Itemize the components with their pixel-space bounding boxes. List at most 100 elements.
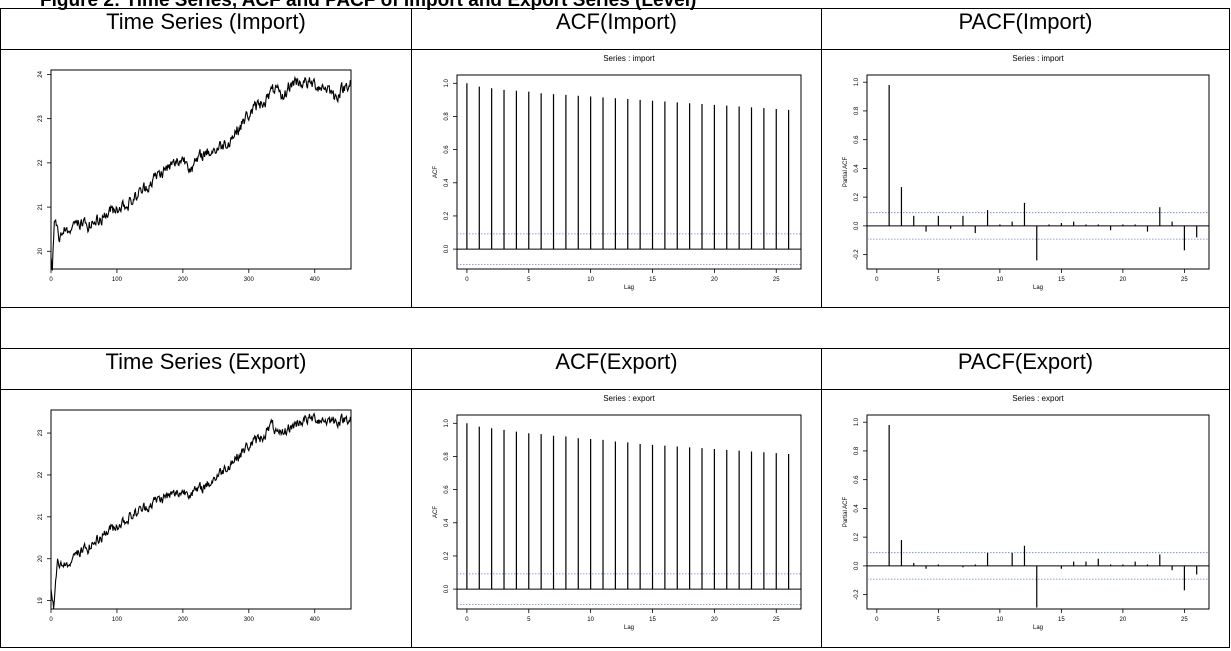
header-row-import: Time Series (Import) ACF(Import) PACF(Im… (0, 8, 1230, 50)
header-acf-export: ACF(Export) (411, 348, 822, 390)
x-axis-label: Lag (624, 285, 634, 291)
y-tick-label: 0.6 (444, 485, 450, 494)
y-tick-label: 1.0 (444, 78, 450, 87)
x-tick-label: 200 (178, 277, 189, 283)
y-tick-label: 0.4 (854, 504, 860, 513)
y-tick-label: -0.2 (854, 249, 860, 260)
y-tick-label: 23 (38, 115, 44, 122)
y-tick-label: 0.8 (444, 112, 450, 121)
plot-ts-export: 0 100 200 300 400 19 20 21 22 23 (38, 409, 352, 623)
y-tick-label: 1.0 (854, 77, 860, 86)
y-tick-label: 0.8 (444, 452, 450, 461)
x-tick-label: 100 (112, 277, 123, 283)
plot-frame (456, 74, 802, 270)
x-tick-label: 20 (711, 617, 718, 623)
x-tick-label: 0 (465, 617, 469, 623)
x-tick-label: 25 (773, 277, 780, 283)
y-tick-label: 1.0 (854, 417, 860, 426)
x-tick-label: 25 (1181, 617, 1188, 623)
x-tick-label: 0 (465, 277, 469, 283)
y-tick-label: 20 (38, 247, 44, 254)
y-tick-label: 0.0 (854, 561, 860, 570)
y-tick-label: 0.6 (854, 135, 860, 144)
plot-row-import: 0 100 200 300 400 20 21 22 23 24 Series : import 0… (0, 49, 1230, 308)
header-row-export: Time Series (Export) ACF(Export) PACF(Ex… (0, 348, 1230, 390)
plot-pacf-export: Series : export 0 5 10 15 20 25 -0.2 0.0 0.2 0.4 0.… (843, 394, 1210, 631)
y-tick-label: 0.4 (854, 164, 860, 173)
cell-acf-export: Series : export 0 5 10 15 20 25 0.0 0.2 0.4 0.6 0.8… (411, 389, 822, 648)
y-tick-label: 0.2 (444, 211, 450, 220)
plot-row-export: 0 100 200 300 400 19 20 21 22 23 Series : export 0… (0, 389, 1230, 648)
y-tick-label: -0.2 (854, 589, 860, 600)
x-tick-label: 15 (1058, 617, 1065, 623)
x-axis-label: Lag (1033, 625, 1043, 631)
y-tick-label: 21 (38, 513, 44, 520)
y-axis-label: Partial ACF (843, 496, 849, 527)
chart-title: Series : export (603, 394, 655, 403)
x-tick-label: 25 (773, 617, 780, 623)
y-tick-label: 0.0 (444, 244, 450, 253)
y-tick-label: 0.2 (444, 551, 450, 560)
x-tick-label: 300 (244, 277, 255, 283)
chart-title: Series : import (603, 54, 655, 63)
x-tick-label: 5 (527, 277, 531, 283)
x-tick-label: 0 (875, 277, 879, 283)
figure-caption-strip: Figure 2: Time Series, ACF and PACF of I… (0, 0, 1231, 10)
x-tick-label: 20 (1120, 617, 1127, 623)
y-tick-label: 0.8 (854, 446, 860, 455)
spacer-row (0, 307, 1230, 349)
plot-acf-import: Series : import 0 5 10 15 20 25 0.0 0.2 0.4 0.6 0.8… (433, 54, 802, 291)
x-tick-label: 10 (587, 617, 594, 623)
x-tick-label: 5 (937, 617, 941, 623)
x-tick-label: 200 (178, 617, 189, 623)
y-tick-label: 23 (38, 429, 44, 436)
series-line (50, 75, 352, 271)
x-tick-label: 5 (937, 277, 941, 283)
plot-frame (866, 74, 1210, 270)
x-tick-label: 10 (587, 277, 594, 283)
y-tick-label: 0.6 (854, 475, 860, 484)
y-tick-label: 21 (38, 203, 44, 210)
cell-acf-import: Series : import 0 5 10 15 20 25 0.0 0.2 0.4 0.6 0.8… (411, 49, 822, 308)
x-tick-label: 400 (310, 617, 321, 623)
y-tick-label: 19 (38, 597, 44, 604)
plot-frame (50, 409, 352, 610)
y-axis-label: Partial ACF (843, 156, 849, 187)
plot-frame (456, 414, 802, 610)
x-tick-label: 20 (711, 277, 718, 283)
header-ts-import: Time Series (Import) (0, 8, 412, 50)
plot-acf-export: Series : export 0 5 10 15 20 25 0.0 0.2 0.4 0.6 0.8… (433, 394, 802, 631)
header-acf-import: ACF(Import) (411, 8, 822, 50)
y-tick-label: 0.2 (854, 192, 860, 201)
x-tick-label: 0 (875, 617, 879, 623)
cell-ts-import: 0 100 200 300 400 20 21 22 23 24 (0, 49, 412, 308)
y-tick-label: 0.8 (854, 106, 860, 115)
header-pacf-export: PACF(Export) (821, 348, 1230, 390)
y-tick-label: 0.0 (854, 221, 860, 230)
plot-frame (50, 69, 352, 270)
chart-title: Series : import (1012, 54, 1064, 63)
y-tick-label: 0.6 (444, 145, 450, 154)
header-pacf-import: PACF(Import) (821, 8, 1230, 50)
figure-caption: Figure 2: Time Series, ACF and PACF of I… (40, 0, 696, 10)
series-line (50, 412, 352, 609)
plot-ts-import: 0 100 200 300 400 20 21 22 23 24 (38, 69, 352, 283)
y-tick-label: 20 (38, 555, 44, 562)
x-tick-label: 20 (1120, 277, 1127, 283)
x-tick-label: 0 (49, 617, 53, 623)
y-axis-label: ACF (433, 166, 439, 178)
cell-pacf-import: Series : import 0 5 10 15 20 25 -0.2 0.0 0.2 0.4 0.… (821, 49, 1230, 308)
x-tick-label: 15 (649, 277, 656, 283)
y-tick-label: 0.0 (444, 584, 450, 593)
x-axis-label: Lag (624, 625, 634, 631)
y-tick-label: 24 (38, 70, 44, 77)
y-tick-label: 22 (38, 471, 44, 478)
x-tick-label: 300 (244, 617, 255, 623)
cell-pacf-export: Series : export 0 5 10 15 20 25 -0.2 0.0 0.2 0.4 0.… (821, 389, 1230, 648)
x-tick-label: 100 (112, 617, 123, 623)
x-tick-label: 0 (49, 277, 53, 283)
x-tick-label: 400 (310, 277, 321, 283)
y-tick-label: 0.4 (444, 178, 450, 187)
y-tick-label: 0.2 (854, 532, 860, 541)
spacer-cell (0, 307, 1230, 349)
